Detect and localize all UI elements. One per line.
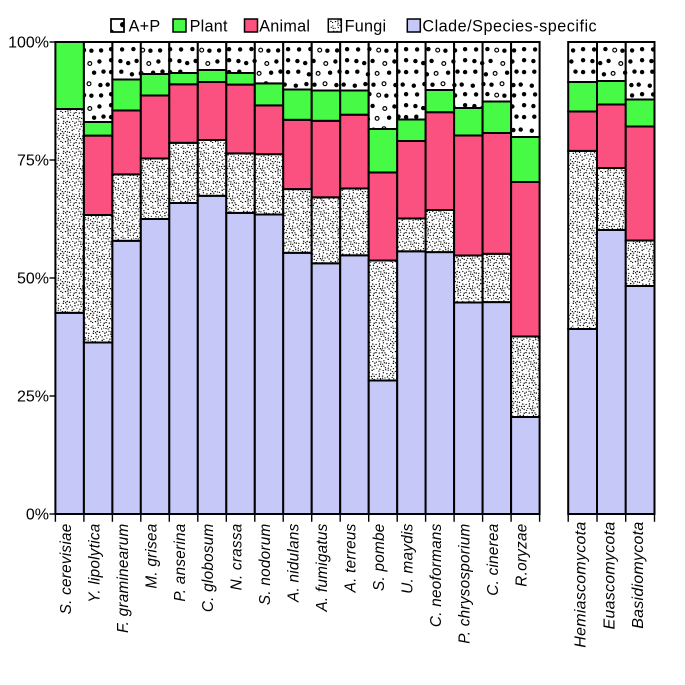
- svg-text:Hemiascomycota: Hemiascomycota: [573, 522, 590, 648]
- svg-text:A. terreus: A. terreus: [343, 523, 360, 593]
- svg-text:50%: 50%: [17, 271, 49, 288]
- svg-text:Animal: Animal: [259, 17, 310, 35]
- svg-text:Clade/Species-specific: Clade/Species-specific: [422, 17, 597, 35]
- svg-text:0%: 0%: [26, 507, 49, 524]
- svg-text:A+P: A+P: [129, 17, 161, 35]
- svg-text:N. crassa: N. crassa: [229, 524, 246, 591]
- svg-text:A. fumigatus: A. fumigatus: [314, 523, 331, 612]
- svg-text:P. anserina: P. anserina: [172, 524, 189, 602]
- svg-text:S. cerevisiae: S. cerevisiae: [58, 524, 75, 615]
- svg-text:Y. lipolytica: Y. lipolytica: [86, 524, 103, 603]
- svg-text:C. globosum: C. globosum: [200, 523, 217, 612]
- svg-text:A. nidulans: A. nidulans: [286, 523, 303, 603]
- svg-text:Fungi: Fungi: [345, 17, 387, 35]
- svg-text:75%: 75%: [17, 153, 49, 170]
- svg-text:U. maydis: U. maydis: [400, 523, 417, 593]
- svg-text:P. chrysosporium: P. chrysosporium: [457, 524, 474, 644]
- svg-text:M. grisea: M. grisea: [143, 524, 160, 589]
- svg-text:S. nodorum: S. nodorum: [257, 523, 274, 605]
- svg-text:C. cinerea: C. cinerea: [485, 524, 502, 596]
- svg-text:Basidiomycota: Basidiomycota: [630, 522, 647, 629]
- svg-text:100%: 100%: [8, 35, 49, 52]
- svg-text:S. pombe: S. pombe: [371, 524, 388, 591]
- svg-text:25%: 25%: [17, 389, 49, 406]
- svg-text:Plant: Plant: [190, 17, 228, 35]
- svg-text:F. graminearum: F. graminearum: [115, 524, 132, 634]
- svg-text:R.oryzae: R.oryzae: [514, 524, 531, 587]
- svg-text:Euascomycota: Euascomycota: [601, 522, 618, 630]
- svg-text:C. neoformans: C. neoformans: [428, 523, 445, 627]
